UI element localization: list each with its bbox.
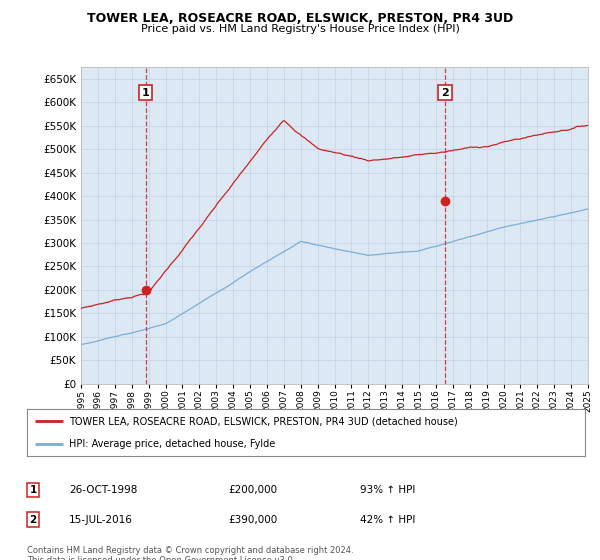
Text: Contains HM Land Registry data © Crown copyright and database right 2024.
This d: Contains HM Land Registry data © Crown c… xyxy=(27,546,353,560)
Text: 93% ↑ HPI: 93% ↑ HPI xyxy=(360,485,415,495)
Text: £200,000: £200,000 xyxy=(228,485,277,495)
Text: 42% ↑ HPI: 42% ↑ HPI xyxy=(360,515,415,525)
Text: 2: 2 xyxy=(29,515,37,525)
Text: £390,000: £390,000 xyxy=(228,515,277,525)
Text: 2: 2 xyxy=(441,87,449,97)
Text: HPI: Average price, detached house, Fylde: HPI: Average price, detached house, Fyld… xyxy=(69,439,275,449)
Text: 26-OCT-1998: 26-OCT-1998 xyxy=(69,485,137,495)
Text: TOWER LEA, ROSEACRE ROAD, ELSWICK, PRESTON, PR4 3UD (detached house): TOWER LEA, ROSEACRE ROAD, ELSWICK, PREST… xyxy=(69,416,458,426)
Text: Price paid vs. HM Land Registry's House Price Index (HPI): Price paid vs. HM Land Registry's House … xyxy=(140,24,460,34)
Text: 1: 1 xyxy=(142,87,149,97)
Text: 15-JUL-2016: 15-JUL-2016 xyxy=(69,515,133,525)
Text: TOWER LEA, ROSEACRE ROAD, ELSWICK, PRESTON, PR4 3UD: TOWER LEA, ROSEACRE ROAD, ELSWICK, PREST… xyxy=(87,12,513,25)
Text: 1: 1 xyxy=(29,485,37,495)
